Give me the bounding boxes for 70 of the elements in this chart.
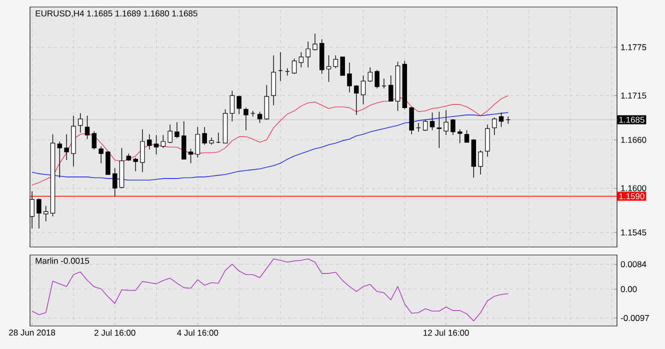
candlestick: [298, 52, 304, 68]
candlestick: [154, 134, 159, 155]
candlestick: [133, 157, 138, 172]
x-tick-label: 4 Jul 16:00: [177, 330, 218, 336]
candlestick: [485, 124, 490, 158]
y-tick-label: 1.1600: [621, 185, 646, 192]
candlestick: [92, 130, 97, 150]
candlestick: [84, 115, 90, 140]
candlestick: [98, 146, 104, 164]
candlestick: [409, 106, 414, 135]
candlestick: [423, 119, 428, 132]
candlestick: [312, 33, 318, 51]
candlestick: [106, 150, 110, 175]
candlestick: [160, 134, 166, 148]
candlestick: [174, 122, 180, 139]
y-tick-label: 0.00: [620, 286, 637, 292]
candlestick: [374, 69, 380, 89]
candlestick: [140, 129, 145, 172]
y-tick-label: 1.1660: [621, 136, 646, 143]
candlestick: [333, 54, 338, 69]
x-tick-label: 12 Jul 16:00: [424, 330, 469, 336]
candlestick: [78, 112, 83, 133]
candlestick: [244, 107, 248, 131]
y-tick-label: -0.0097: [620, 314, 649, 321]
candlestick: [292, 58, 297, 74]
candlestick: [498, 112, 504, 128]
y-tick-label: 1.1775: [621, 44, 646, 50]
candlestick: [57, 141, 62, 178]
candlestick: [347, 62, 352, 93]
candlestick: [436, 111, 442, 148]
candlestick: [36, 198, 42, 229]
candlestick: [450, 118, 456, 136]
candlestick: [230, 90, 235, 122]
candlestick: [195, 126, 200, 158]
y-tick-label: 1.1715: [621, 92, 646, 99]
candlestick: [147, 134, 152, 150]
candlestick: [236, 95, 242, 114]
candlestick: [464, 130, 470, 143]
y-tick-label: 0.0084: [620, 261, 646, 268]
candlestick: [182, 121, 186, 160]
ref-line-label: 1.1685: [619, 116, 644, 123]
ref-line-label: 1.1590: [619, 193, 644, 200]
x-tick-label: 2 Jul 16:00: [94, 330, 136, 336]
candlestick: [382, 78, 386, 89]
candlestick: [326, 54, 332, 82]
y-tick-label: 1.1545: [621, 230, 646, 236]
candlestick: [271, 54, 276, 106]
candlestick: [306, 41, 310, 68]
candlestick: [44, 206, 48, 222]
chart-title: Marlin -0.0015: [36, 258, 90, 264]
candlestick: [354, 84, 359, 116]
candlestick: [444, 110, 448, 136]
candlestick: [202, 126, 207, 146]
candlestick: [168, 124, 172, 144]
candlestick: [492, 116, 497, 136]
candlestick: [340, 56, 345, 76]
candlestick: [64, 134, 69, 160]
chart-title: EURUSD,H4 1.1685 1.1689 1.1680 1.1685: [36, 10, 198, 18]
x-tick-label: 28 Jun 2018: [9, 330, 56, 336]
candlestick: [112, 168, 118, 197]
candlestick: [264, 84, 270, 120]
candlestick: [430, 112, 435, 131]
candlestick: [360, 75, 366, 105]
candlestick: [188, 148, 194, 164]
line-series: [32, 258, 509, 322]
candlestick: [388, 75, 394, 102]
candlestick: [257, 111, 262, 124]
candlestick: [368, 67, 373, 82]
candlestick: [478, 150, 483, 175]
candlestick: [458, 129, 462, 144]
